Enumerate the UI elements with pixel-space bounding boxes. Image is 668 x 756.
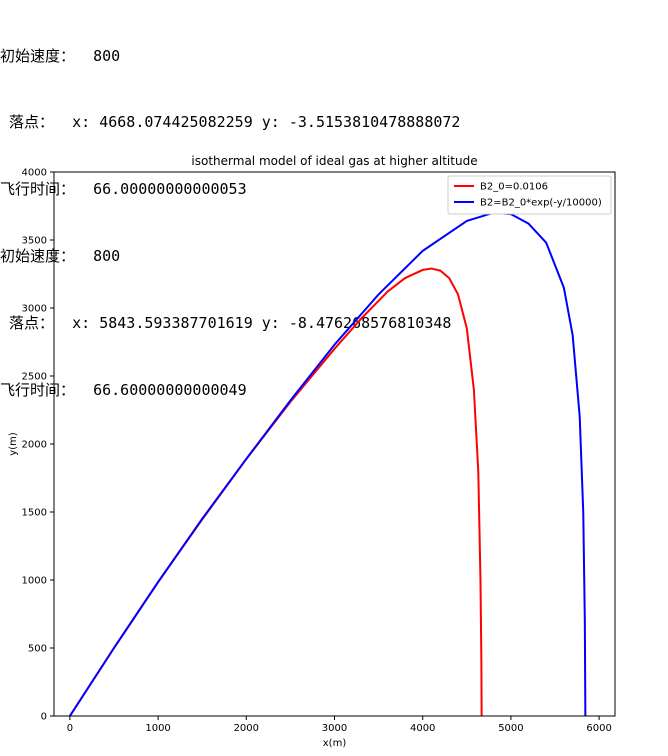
series-line-2 — [69, 211, 587, 717]
y-tick-label: 1500 — [22, 508, 47, 519]
x-value: 4668.074425082259 — [99, 113, 253, 132]
series-line-1 — [69, 267, 483, 717]
x-axis-label: x(m) — [323, 738, 347, 749]
x-tick-label: 4000 — [410, 723, 435, 734]
run-2-landing-line: 落点： x: 5843.593387701619 y: -8.476268576… — [0, 312, 668, 334]
y-tick-label: 2000 — [22, 440, 47, 451]
x-tick-label: 1000 — [145, 723, 170, 734]
y-axis: 0 500 1000 1500 2000 2500 3000 3500 4000 — [22, 168, 54, 723]
run-1-speed-line: 初始速度： 800 — [0, 45, 668, 67]
run-1-landing-line: 落点： x: 4668.074425082259 y: -3.515381047… — [0, 111, 668, 133]
y-axis-label: y(m) — [8, 432, 19, 456]
run-1-time-line: 飞行时间： 66.00000000000053 — [0, 178, 668, 200]
y-tick-label: 0 — [41, 712, 47, 723]
chart-title: isothermal model of ideal gas at higher … — [191, 154, 477, 168]
time-value: 66.60000000000049 — [93, 381, 247, 400]
x-tick-label: 2000 — [234, 723, 259, 734]
speed-label: 初始速度： — [0, 46, 76, 65]
x-value: 5843.593387701619 — [99, 314, 253, 333]
time-label: 飞行时间： — [0, 180, 76, 199]
plot-frame — [53, 171, 616, 717]
y-label: y: — [261, 314, 280, 333]
speed-value: 800 — [93, 247, 121, 266]
y-value: -3.5153810478888072 — [288, 113, 461, 132]
x-tick-label: 6000 — [586, 723, 611, 734]
y-tick-label: 500 — [28, 644, 47, 655]
legend: B2_0=0.0106 B2=B2_0*exp(-y/10000) — [447, 175, 612, 215]
y-tick-label: 4000 — [22, 168, 47, 179]
time-label: 飞行时间： — [0, 381, 76, 400]
x-tick-label: 5000 — [498, 723, 523, 734]
legend-label-2: B2=B2_0*exp(-y/10000) — [480, 198, 602, 209]
trajectory-chart: isothermal model of ideal gas at higher … — [8, 154, 616, 749]
run-2-speed-line: 初始速度： 800 — [0, 245, 668, 267]
landing-label: 落点： — [9, 314, 55, 333]
y-tick-label: 3500 — [22, 236, 47, 247]
legend-box — [447, 175, 612, 215]
legend-label-1: B2_0=0.0106 — [480, 182, 548, 193]
console-output: 初始速度： 800 落点： x: 4668.074425082259 y: -3… — [0, 45, 668, 401]
x-tick-label: 3000 — [322, 723, 347, 734]
y-tick-label: 3000 — [22, 304, 47, 315]
x-label: x: — [72, 314, 91, 333]
run-2-time-line: 飞行时间： 66.60000000000049 — [0, 379, 668, 401]
x-tick-label: 0 — [67, 723, 73, 734]
plot-series — [69, 211, 587, 717]
y-tick-label: 2500 — [22, 372, 47, 383]
y-label: y: — [261, 113, 280, 132]
x-label: x: — [72, 113, 91, 132]
y-tick-label: 1000 — [22, 576, 47, 587]
landing-label: 落点： — [9, 113, 55, 132]
speed-label: 初始速度： — [0, 247, 76, 266]
y-value: -8.476268576810348 — [288, 314, 452, 333]
time-value: 66.00000000000053 — [93, 180, 247, 199]
x-axis: 0 1000 2000 3000 4000 5000 6000 — [67, 716, 612, 734]
speed-value: 800 — [93, 46, 121, 65]
